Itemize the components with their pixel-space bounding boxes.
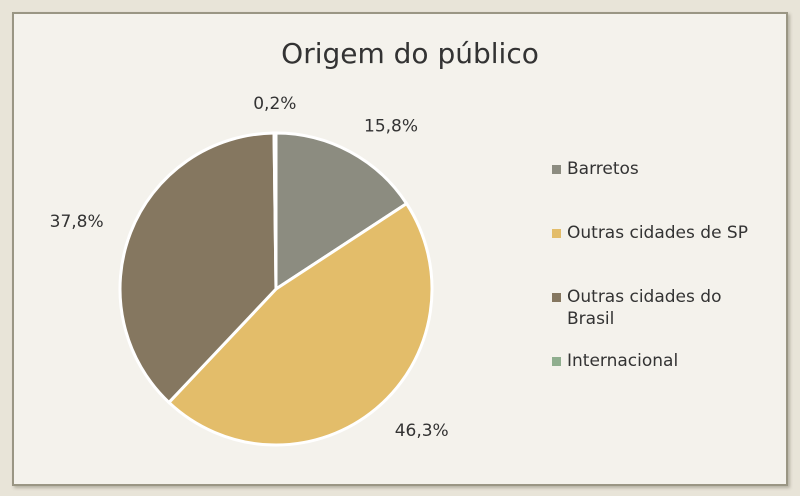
pie-slice	[166, 201, 434, 447]
legend-item: Outras cidades de SP	[552, 222, 757, 244]
data-label: 15,8%	[364, 116, 418, 136]
data-label: 46,3%	[395, 421, 449, 441]
pie-slice	[118, 131, 278, 405]
legend-swatch	[552, 229, 561, 238]
legend-label: Barretos	[567, 159, 639, 179]
pie-slice	[272, 131, 278, 290]
legend-swatch	[552, 357, 561, 366]
chart-title: Origem do público	[281, 37, 539, 70]
legend: Barretos Outras cidades de SP Outras cidad…	[552, 158, 757, 372]
data-label: 37,8%	[50, 212, 104, 232]
legend-item: Internacional	[552, 350, 757, 372]
legend-swatch	[552, 293, 561, 302]
legend-item: Barretos	[552, 158, 757, 180]
legend-label: Internacional	[567, 351, 679, 371]
legend-label: Outras cidades do Brasil	[567, 287, 722, 329]
pie-slice	[274, 131, 409, 292]
data-label: 0,2%	[253, 94, 296, 114]
legend-swatch	[552, 165, 561, 174]
legend-item: Outras cidades do Brasil	[552, 286, 757, 330]
legend-label: Outras cidades de SP	[567, 223, 748, 243]
